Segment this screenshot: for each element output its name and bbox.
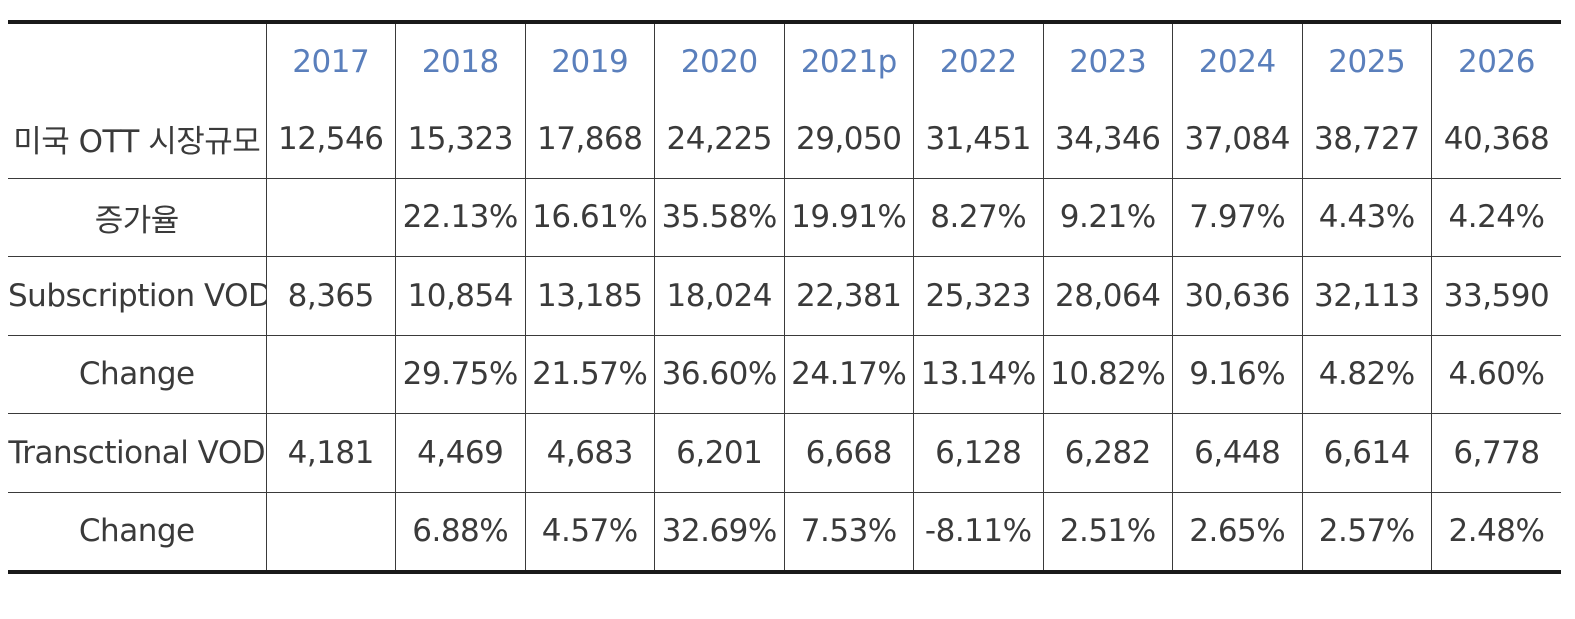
table-cell: 28,064 bbox=[1042, 256, 1173, 335]
table-cell: 10.82% bbox=[1042, 334, 1173, 414]
header-year-2023: 2023 bbox=[1042, 22, 1173, 100]
table-cell: 24.17% bbox=[783, 334, 914, 414]
table-cell bbox=[265, 491, 396, 572]
table-cell bbox=[265, 177, 396, 257]
table-cell: 29,050 bbox=[783, 100, 914, 178]
table-cell: 31,451 bbox=[913, 100, 1043, 178]
table-cell: 17,868 bbox=[524, 100, 655, 178]
table-cell: 32,113 bbox=[1301, 256, 1432, 335]
row-label-cell: Transctional VOD bbox=[8, 413, 266, 492]
table-cell: 40,368 bbox=[1431, 100, 1561, 178]
table-cell: 10,854 bbox=[395, 256, 525, 335]
table-cell: 25,323 bbox=[913, 256, 1043, 335]
table-cell: 13,185 bbox=[524, 256, 655, 335]
table-cell: 4.82% bbox=[1301, 334, 1432, 414]
header-year-2019: 2019 bbox=[524, 22, 655, 100]
table-cell: 4.60% bbox=[1431, 334, 1561, 414]
table-cell: 4,683 bbox=[524, 413, 655, 492]
header-year-2020: 2020 bbox=[654, 22, 784, 100]
table-cell: 4.57% bbox=[524, 491, 655, 572]
table-cell: 35.58% bbox=[654, 177, 784, 257]
table-row: Change 6.88% 4.57% 32.69% 7.53% -8.11% 2.51% 2.… bbox=[8, 491, 1561, 572]
table-cell: 4,181 bbox=[265, 413, 396, 492]
table-cell: 2.51% bbox=[1042, 491, 1173, 572]
row-label-cell: 증가율 bbox=[8, 177, 266, 257]
table-row: 증가율 22.13% 16.61% 35.58% 19.91% 8.27% 9.21% 7.9… bbox=[8, 177, 1561, 257]
table-cell: 29.75% bbox=[395, 334, 525, 414]
table-cell: 7.53% bbox=[783, 491, 914, 572]
table-cell: 24,225 bbox=[654, 100, 784, 178]
table-cell: 15,323 bbox=[395, 100, 525, 178]
header-year-2024: 2024 bbox=[1172, 22, 1302, 100]
row-label-cell: Change bbox=[8, 491, 266, 572]
ott-market-table-container: 2017 2018 2019 2020 2021p 2022 2023 2024… bbox=[8, 20, 1561, 574]
table-cell: 33,590 bbox=[1431, 256, 1561, 335]
ott-market-table: 2017 2018 2019 2020 2021p 2022 2023 2024… bbox=[8, 20, 1561, 574]
table-cell bbox=[265, 334, 396, 414]
header-row: 2017 2018 2019 2020 2021p 2022 2023 2024… bbox=[8, 22, 1561, 100]
table-cell: 9.21% bbox=[1042, 177, 1173, 257]
table-cell: 6,282 bbox=[1042, 413, 1173, 492]
header-year-2021p: 2021p bbox=[783, 22, 914, 100]
table-cell: 6,614 bbox=[1301, 413, 1432, 492]
header-year-2017: 2017 bbox=[265, 22, 396, 100]
table-cell: 2.65% bbox=[1172, 491, 1302, 572]
table-cell: 8,365 bbox=[265, 256, 396, 335]
table-cell: 4.24% bbox=[1431, 177, 1561, 257]
table-cell: 7.97% bbox=[1172, 177, 1302, 257]
table-row: Change 29.75% 21.57% 36.60% 24.17% 13.14% 10.8… bbox=[8, 334, 1561, 414]
header-year-2022: 2022 bbox=[913, 22, 1043, 100]
table-cell: 37,084 bbox=[1172, 100, 1302, 178]
table-cell: 4.43% bbox=[1301, 177, 1432, 257]
table-cell: 6,668 bbox=[783, 413, 914, 492]
table-cell: 4,469 bbox=[395, 413, 525, 492]
table-row: 미국 OTT 시장규모 12,546 15,323 17,868 24,225 29,05… bbox=[8, 100, 1561, 178]
table-cell: 22.13% bbox=[395, 177, 525, 257]
table-cell: 13.14% bbox=[913, 334, 1043, 414]
header-corner-cell bbox=[8, 22, 266, 100]
header-year-2026: 2026 bbox=[1431, 22, 1561, 100]
table-cell: 34,346 bbox=[1042, 100, 1173, 178]
table-cell: -8.11% bbox=[913, 491, 1043, 572]
table-cell: 36.60% bbox=[654, 334, 784, 414]
table-cell: 12,546 bbox=[265, 100, 396, 178]
table-cell: 22,381 bbox=[783, 256, 914, 335]
table-cell: 21.57% bbox=[524, 334, 655, 414]
row-label-cell: Change bbox=[8, 334, 266, 414]
table-cell: 16.61% bbox=[524, 177, 655, 257]
table-cell: 30,636 bbox=[1172, 256, 1302, 335]
table-cell: 18,024 bbox=[654, 256, 784, 335]
table-cell: 6.88% bbox=[395, 491, 525, 572]
header-year-2025: 2025 bbox=[1301, 22, 1432, 100]
table-cell: 32.69% bbox=[654, 491, 784, 572]
table-cell: 6,128 bbox=[913, 413, 1043, 492]
table-cell: 8.27% bbox=[913, 177, 1043, 257]
table-row: Subscription VOD 8,365 10,854 13,185 18,024 2… bbox=[8, 256, 1561, 335]
header-year-2018: 2018 bbox=[395, 22, 525, 100]
table-cell: 2.48% bbox=[1431, 491, 1561, 572]
table-cell: 6,201 bbox=[654, 413, 784, 492]
table-row: Transctional VOD 4,181 4,469 4,683 6,201 6,66… bbox=[8, 413, 1561, 492]
row-label-cell: 미국 OTT 시장규모 bbox=[13, 124, 261, 161]
table-cell: 6,448 bbox=[1172, 413, 1302, 492]
table-cell: 6,778 bbox=[1431, 413, 1561, 492]
row-label-cell: Subscription VOD bbox=[8, 256, 266, 335]
table-cell: 19.91% bbox=[783, 177, 914, 257]
table-body: 미국 OTT 시장규모 12,546 15,323 17,868 24,225 29,05… bbox=[8, 100, 1561, 572]
table-cell: 38,727 bbox=[1301, 100, 1432, 178]
table-cell: 2.57% bbox=[1301, 491, 1432, 572]
table-cell: 9.16% bbox=[1172, 334, 1302, 414]
